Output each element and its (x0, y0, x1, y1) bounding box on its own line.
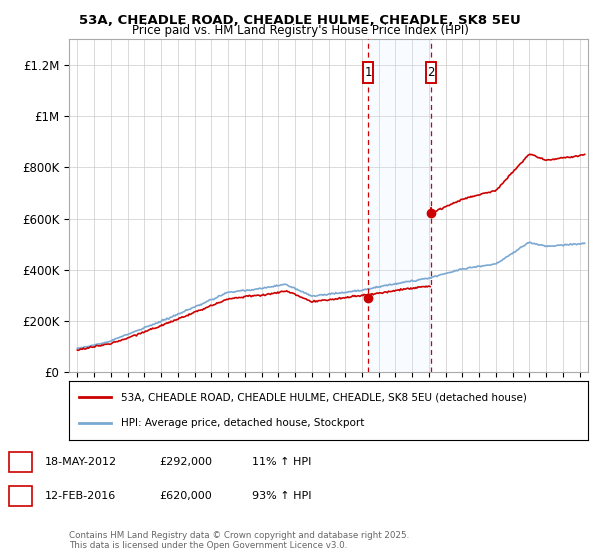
FancyBboxPatch shape (364, 62, 373, 83)
Text: 2: 2 (427, 66, 435, 79)
Text: 53A, CHEADLE ROAD, CHEADLE HULME, CHEADLE, SK8 5EU: 53A, CHEADLE ROAD, CHEADLE HULME, CHEADL… (79, 14, 521, 27)
Text: 2: 2 (17, 491, 24, 501)
Text: £292,000: £292,000 (159, 457, 212, 467)
Bar (368, 39, 431, 372)
FancyBboxPatch shape (426, 62, 436, 83)
Text: 1: 1 (17, 457, 24, 467)
Text: Price paid vs. HM Land Registry's House Price Index (HPI): Price paid vs. HM Land Registry's House … (131, 24, 469, 37)
Text: £620,000: £620,000 (159, 491, 212, 501)
Text: 18-MAY-2012: 18-MAY-2012 (45, 457, 117, 467)
Text: HPI: Average price, detached house, Stockport: HPI: Average price, detached house, Stoc… (121, 418, 364, 428)
Text: 93% ↑ HPI: 93% ↑ HPI (252, 491, 311, 501)
Text: Contains HM Land Registry data © Crown copyright and database right 2025.
This d: Contains HM Land Registry data © Crown c… (69, 531, 409, 550)
Text: 11% ↑ HPI: 11% ↑ HPI (252, 457, 311, 467)
Text: 1: 1 (365, 66, 372, 79)
Text: 12-FEB-2016: 12-FEB-2016 (45, 491, 116, 501)
Text: 53A, CHEADLE ROAD, CHEADLE HULME, CHEADLE, SK8 5EU (detached house): 53A, CHEADLE ROAD, CHEADLE HULME, CHEADL… (121, 392, 527, 402)
